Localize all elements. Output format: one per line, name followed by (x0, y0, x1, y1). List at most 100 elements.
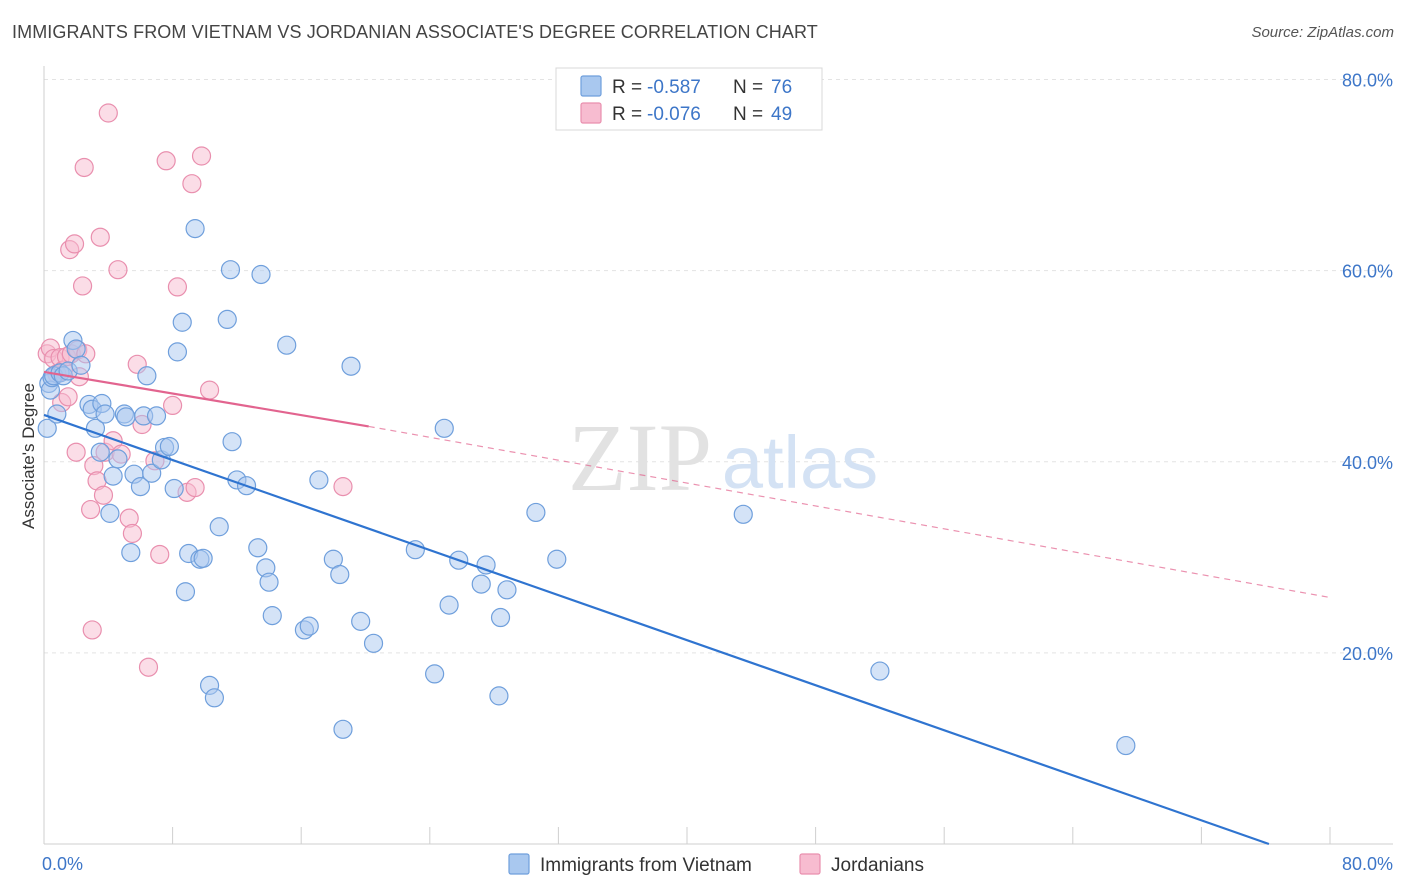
point-blue-29 (146, 406, 167, 426)
point-blue-78 (1116, 735, 1136, 756)
x-tick-label-min: 0.0% (42, 854, 83, 874)
trend-line-pink-extension (368, 425, 1331, 599)
y-axis-label: Associate's Degree (19, 383, 38, 529)
point-blue-44 (217, 309, 237, 329)
watermark-zip: ZIP (568, 404, 712, 511)
point-blue-23 (121, 542, 141, 563)
point-blue-50 (251, 264, 271, 285)
point-blue-65 (425, 664, 445, 684)
series-vietnam-points (37, 219, 1136, 756)
point-pink-12 (66, 442, 86, 462)
legend-r-label-blue: R = (612, 77, 642, 98)
legend-r-label-pink: R = (612, 104, 642, 125)
point-blue-46 (222, 432, 242, 452)
bottom-legend-label-jordanians: Jordanians (831, 855, 924, 876)
grid-lines (44, 79, 1393, 654)
watermark: ZIP atlas (568, 404, 878, 511)
source-label: Source: ZipAtlas.com (1251, 24, 1394, 41)
point-blue-42 (204, 688, 224, 708)
y-tick-label-2: 60.0% (1342, 262, 1393, 282)
point-blue-71 (489, 686, 509, 706)
point-blue-35 (172, 312, 192, 332)
point-blue-14 (85, 418, 106, 438)
legend-r-value-pink: -0.076 (647, 104, 701, 125)
legend-swatch-blue (580, 75, 602, 97)
point-blue-72 (490, 607, 511, 628)
legend-n-label-pink: N = (733, 104, 763, 125)
point-blue-60 (333, 719, 353, 739)
point-blue-11 (71, 355, 91, 375)
point-blue-45 (220, 260, 241, 280)
point-pink-8 (58, 387, 78, 407)
point-blue-70 (476, 555, 496, 575)
watermark-atlas: atlas (722, 421, 878, 504)
y-tick-label-3: 80.0% (1342, 71, 1393, 91)
point-pink-23 (93, 485, 114, 505)
point-blue-43 (209, 517, 229, 537)
bottom-legend-label-vietnam: Immigrants from Vietnam (540, 855, 752, 876)
point-blue-69 (471, 574, 491, 594)
point-pink-33 (138, 657, 159, 677)
point-blue-28 (142, 463, 162, 483)
bottom-legend-swatch-vietnam (508, 853, 530, 875)
point-blue-59 (330, 564, 350, 585)
legend-r-value-blue: -0.587 (647, 77, 701, 98)
point-blue-64 (405, 540, 425, 560)
point-blue-61 (341, 356, 361, 376)
point-blue-67 (439, 595, 459, 615)
legend: R = -0.587 N = 76 R = -0.076 N = 49 (555, 67, 823, 131)
point-pink-11 (64, 234, 85, 254)
point-pink-35 (150, 544, 170, 565)
point-blue-49 (248, 538, 268, 558)
point-blue-76 (733, 504, 753, 524)
point-pink-42 (191, 146, 212, 166)
point-pink-43 (199, 380, 220, 400)
point-pink-27 (108, 260, 128, 280)
point-blue-75 (547, 549, 567, 569)
point-blue-38 (185, 219, 205, 239)
trend-line-pink (43, 370, 369, 428)
x-tick-labels: 0.0% 80.0% (42, 854, 1393, 874)
point-blue-77 (870, 661, 890, 681)
point-blue-40 (193, 548, 213, 568)
point-pink-41 (185, 477, 205, 498)
point-blue-25 (130, 477, 151, 497)
bottom-legend-swatch-jordanians (799, 853, 821, 875)
point-blue-74 (526, 502, 546, 523)
point-blue-22 (116, 407, 136, 427)
point-blue-18 (100, 503, 120, 523)
point-pink-22 (90, 227, 110, 247)
point-pink-25 (98, 103, 118, 123)
trend-line-blue (43, 413, 1270, 846)
legend-n-value-blue: 76 (771, 77, 792, 98)
point-blue-0 (37, 418, 57, 438)
point-pink-16 (74, 157, 94, 178)
point-blue-73 (497, 580, 517, 600)
chart-title: IMMIGRANTS FROM VIETNAM VS JORDANIAN ASS… (12, 22, 818, 42)
point-blue-54 (277, 335, 297, 355)
point-pink-44 (333, 477, 353, 497)
y-tick-label-0: 20.0% (1342, 644, 1393, 664)
point-blue-63 (363, 633, 384, 653)
point-blue-19 (103, 466, 123, 486)
point-blue-62 (351, 611, 371, 631)
point-blue-15 (90, 442, 110, 462)
y-tick-label-1: 40.0% (1342, 453, 1393, 473)
point-pink-30 (122, 523, 143, 544)
y-tick-labels: 20.0% 40.0% 60.0% 80.0% (1342, 71, 1393, 664)
legend-swatch-pink (580, 102, 602, 124)
point-blue-17 (95, 404, 115, 424)
point-pink-19 (82, 620, 102, 640)
x-tick-label-max: 80.0% (1342, 854, 1393, 874)
point-blue-10 (66, 339, 86, 359)
point-blue-36 (175, 582, 196, 602)
point-pink-40 (182, 174, 202, 194)
bottom-legend: Immigrants from Vietnam Jordanians (508, 853, 924, 876)
point-blue-33 (164, 478, 184, 499)
point-blue-34 (167, 342, 188, 362)
point-pink-15 (72, 276, 93, 296)
point-blue-52 (259, 572, 279, 592)
trend-lines (43, 370, 1331, 846)
point-blue-32 (159, 436, 179, 457)
